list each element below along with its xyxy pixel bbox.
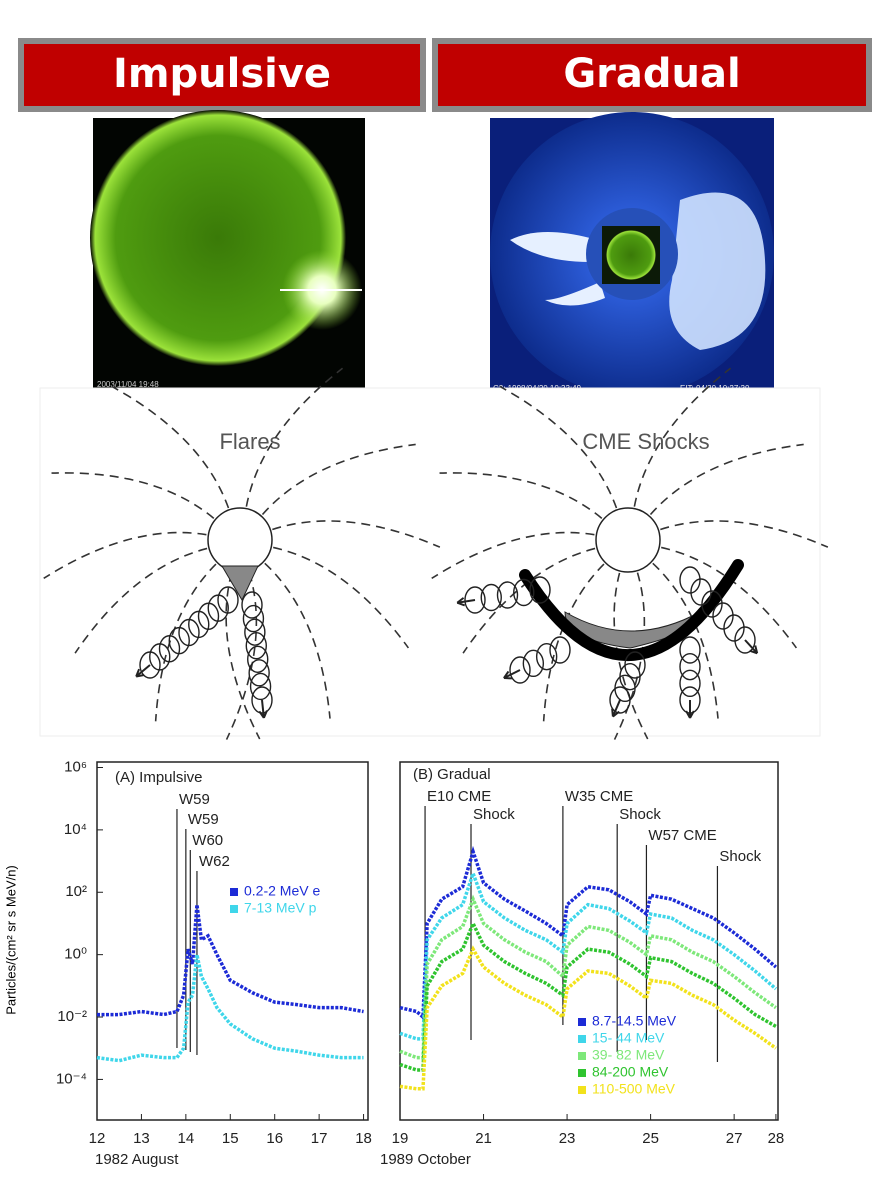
diagram-label: Flares [219, 429, 280, 454]
event-label: Shock [473, 806, 515, 823]
event-label: Shock [619, 806, 661, 823]
diagram-label: CME Shocks [582, 429, 709, 454]
header-title: Impulsive [113, 51, 331, 97]
x-tick-label: 17 [311, 1130, 328, 1147]
legend-swatch [578, 1086, 586, 1094]
slide: Impulsive Gradual 2003/11/04 19:48 C2: 1… [0, 0, 873, 1179]
event-label: W60 [192, 832, 223, 849]
legend-label: 7-13 MeV p [244, 900, 317, 916]
y-tick-label: 10⁻⁴ [56, 1070, 87, 1087]
x-tick-label: 28 [768, 1130, 785, 1147]
event-label: W59 [179, 791, 210, 808]
legend-label: 39- 82 MeV [592, 1047, 665, 1063]
event-label: W57 CME [648, 827, 716, 844]
event-label: W62 [199, 853, 230, 870]
x-axis-label: 1982 August [95, 1151, 179, 1168]
sun-disk [90, 110, 346, 366]
event-label: W59 [188, 811, 219, 828]
legend-label: 84-200 MeV [592, 1064, 669, 1080]
x-tick-label: 13 [133, 1130, 150, 1147]
x-tick-label: 21 [475, 1130, 492, 1147]
y-axis-label: Particles/(cm² sr s MeV/n) [3, 865, 18, 1015]
eit-sun [606, 230, 656, 280]
legend-swatch [230, 905, 238, 913]
event-label: E10 CME [427, 788, 491, 805]
legend-label: 8.7-14.5 MeV [592, 1013, 677, 1029]
y-tick-label: 10² [65, 883, 87, 900]
legend-label: 110-500 MeV [592, 1081, 676, 1097]
y-tick-label: 10⁰ [64, 946, 87, 963]
x-tick-label: 19 [392, 1130, 409, 1147]
x-tick-label: 12 [89, 1130, 106, 1147]
event-label: W35 CME [565, 788, 633, 805]
x-tick-label: 15 [222, 1130, 239, 1147]
x-tick-label: 18 [355, 1130, 372, 1147]
x-tick-label: 25 [642, 1130, 659, 1147]
header-title: Gradual [563, 51, 740, 97]
plot-frame [97, 762, 368, 1120]
sun [596, 508, 660, 572]
plot-frame [400, 762, 778, 1120]
legend-swatch [578, 1069, 586, 1077]
x-tick-label: 16 [266, 1130, 283, 1147]
x-tick-label: 23 [559, 1130, 576, 1147]
legend-swatch [578, 1035, 586, 1043]
legend-swatch [578, 1052, 586, 1060]
y-tick-label: 10⁻² [57, 1008, 87, 1025]
panel-title: (A) Impulsive [115, 769, 203, 786]
legend-label: 15- 44 MeV [592, 1030, 665, 1046]
legend-swatch [230, 888, 238, 896]
y-tick-label: 10⁶ [64, 758, 87, 775]
legend-swatch [578, 1018, 586, 1026]
legend-label: 0.2-2 MeV e [244, 883, 320, 899]
x-tick-label: 14 [178, 1130, 195, 1147]
y-tick-label: 10⁴ [64, 821, 87, 838]
x-axis-label: 1989 October [380, 1151, 471, 1168]
sun [208, 508, 272, 572]
panel-title: (B) Gradual [413, 766, 491, 783]
event-label: Shock [719, 848, 761, 865]
x-tick-label: 27 [726, 1130, 743, 1147]
